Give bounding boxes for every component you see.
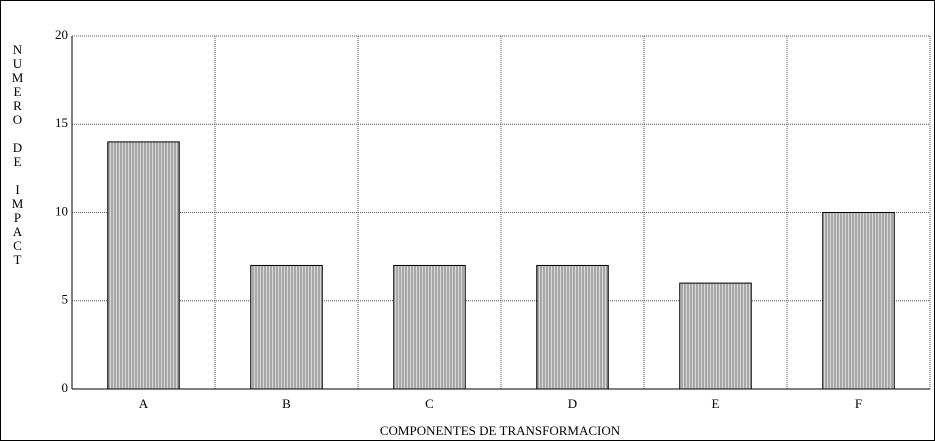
y-axis-title: NUMERO DE IMPACT [10,42,25,266]
x-axis-title: COMPONENTES DE TRANSFORMACION [380,423,621,438]
bar [536,264,609,390]
bar [393,264,466,390]
y-tick-label: 15 [55,115,68,130]
y-tick-label: 20 [55,27,68,42]
bar [250,264,323,390]
y-tick-label: 10 [55,203,68,218]
bar [107,141,180,390]
y-tick-label: 5 [62,292,69,307]
x-tick-label: D [568,396,577,411]
x-tick-label: B [282,396,291,411]
bar [679,282,752,390]
y-tick-label: 0 [62,380,69,395]
x-tick-label: F [855,396,862,411]
x-tick-label: C [425,396,434,411]
x-tick-label: A [139,396,149,411]
x-tick-label: E [712,396,720,411]
bar [822,212,895,390]
